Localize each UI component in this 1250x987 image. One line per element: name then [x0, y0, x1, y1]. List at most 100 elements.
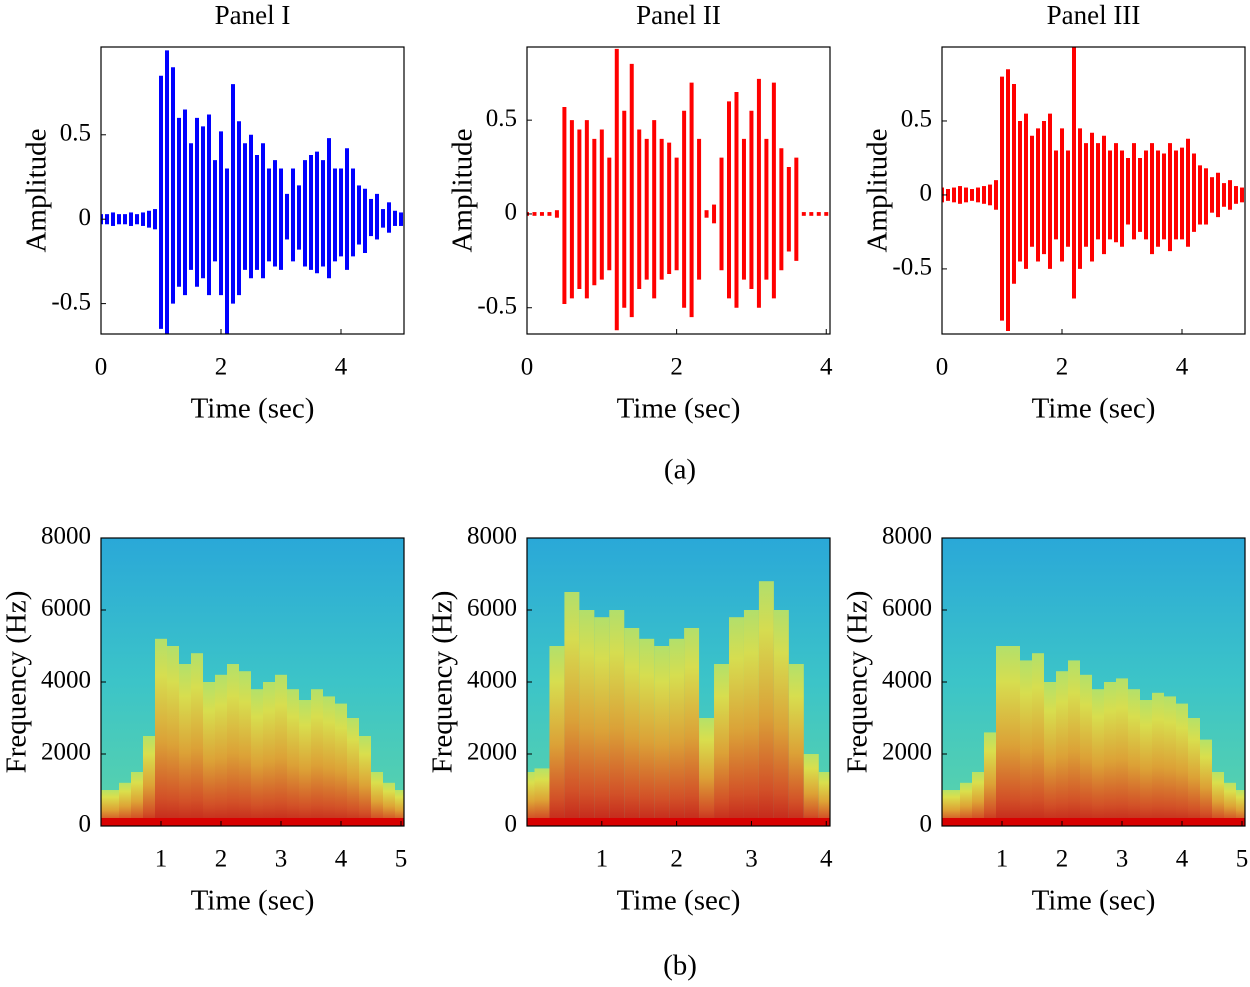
x-tick-label: 5: [395, 846, 408, 873]
y-tick-label: 8000: [882, 523, 932, 550]
spectrogram-column: [684, 628, 700, 826]
x-tick-label: 4: [1176, 354, 1189, 381]
y-tick-label: -0.5: [51, 288, 91, 315]
panel: 0 2 4 -0.5 0 0.5 Panel I Time (sec) Amplitude: [21, 0, 405, 425]
spectrogram-column: [818, 772, 830, 826]
spectrogram-column: [788, 664, 804, 826]
y-tick-label: 2000: [41, 739, 91, 766]
spectrogram-column: [287, 689, 299, 826]
caption: (b): [663, 950, 697, 982]
spectrogram-column: [803, 754, 819, 826]
spectrogram-column: [758, 581, 774, 826]
y-axis-label: Frequency (Hz): [842, 591, 874, 774]
spectrogram-column: [743, 610, 759, 826]
panel-title: Panel II: [636, 0, 721, 30]
y-tick-label: 2000: [882, 739, 932, 766]
spectrogram-column: [275, 674, 287, 826]
spectrogram-column: [1020, 660, 1032, 826]
x-tick-label: 1: [596, 846, 609, 873]
spectrogram-column: [942, 790, 948, 826]
spectrogram-column: [1152, 692, 1164, 826]
spectrogram-column: [549, 646, 565, 826]
spectrogram-column: [1128, 689, 1140, 826]
x-tick-label: 3: [745, 846, 758, 873]
spectrogram-column: [239, 671, 251, 826]
spectrogram-column: [1200, 739, 1212, 826]
spectrogram-column: [729, 617, 744, 826]
spectrogram-column: [323, 696, 335, 826]
spectrogram-column: [107, 790, 119, 826]
axes-frame: [941, 46, 1246, 335]
spectrogram-column: [395, 790, 404, 826]
y-tick-label: 6000: [467, 595, 517, 622]
y-tick-label: 6000: [882, 595, 932, 622]
caption: (a): [664, 454, 696, 486]
spectrogram-column: [1080, 674, 1092, 826]
spectrogram-column: [371, 772, 383, 826]
y-tick-label: 0.5: [486, 105, 517, 132]
spectrogram-column: [215, 674, 227, 826]
spectrogram-column: [167, 646, 179, 826]
x-tick-label: 4: [820, 354, 833, 381]
y-axis-label: Amplitude: [21, 128, 53, 252]
y-tick-label: 0.5: [901, 106, 932, 133]
y-tick-label: 0: [79, 204, 92, 231]
x-tick-label: 5: [1236, 846, 1249, 873]
spectrogram-column: [101, 790, 107, 826]
spectrogram-column: [191, 653, 203, 826]
plot-area: [101, 50, 403, 334]
y-axis-label: Frequency (Hz): [427, 591, 459, 774]
x-axis-label: Time (sec): [1032, 885, 1156, 917]
spectrogram-column: [609, 610, 625, 826]
spectrogram-column: [347, 718, 359, 826]
plot-area: [942, 47, 1244, 332]
spectrogram-column: [335, 703, 347, 826]
low-band: [101, 818, 404, 826]
spectrogram-column: [564, 592, 580, 826]
plot-area: [942, 538, 1245, 826]
spectrogram-column: [594, 617, 610, 826]
spectrogram-column: [1092, 689, 1104, 826]
spectrogram-column: [654, 646, 670, 826]
spectrogram-column: [1224, 782, 1236, 826]
spectrogram-column: [1116, 678, 1128, 826]
spectrogram-column: [1032, 653, 1044, 826]
y-tick-label: -0.5: [477, 292, 517, 319]
x-axis-label: Time (sec): [191, 885, 315, 917]
spectrogram-column: [143, 736, 155, 826]
x-tick-label: 2: [215, 846, 228, 873]
x-tick-label: 1: [155, 846, 168, 873]
x-tick-label: 2: [670, 846, 683, 873]
spectrogram-column: [1236, 790, 1245, 826]
spectrogram-column: [1056, 671, 1068, 826]
y-tick-label: 0.5: [60, 120, 91, 147]
x-axis-label: Time (sec): [617, 885, 741, 917]
y-tick-label: 0: [505, 199, 518, 226]
y-tick-label: -0.5: [892, 254, 932, 281]
spectrogram-column: [131, 772, 143, 826]
spectrogram-column: [1068, 660, 1080, 826]
y-tick-label: 0: [920, 180, 933, 207]
spectrogram-column: [527, 772, 535, 826]
y-axis-label: Amplitude: [862, 128, 894, 252]
x-axis-label: Time (sec): [617, 393, 741, 425]
y-tick-label: 0: [920, 811, 933, 838]
panel: 1 2 3 4 5 0 2000 4000 6000 8000 Time (sec) Frequenc…: [1, 523, 408, 917]
x-tick-label: 2: [1056, 846, 1069, 873]
spectrogram-column: [699, 718, 715, 826]
y-tick-label: 0: [79, 811, 92, 838]
spectrogram-column: [534, 768, 550, 826]
spectrogram-column: [1044, 682, 1056, 826]
x-tick-label: 0: [936, 354, 949, 381]
x-tick-label: 3: [1116, 846, 1129, 873]
axes-frame: [526, 46, 831, 335]
x-tick-label: 2: [1056, 354, 1069, 381]
x-tick-label: 3: [275, 846, 288, 873]
y-axis-label: Amplitude: [447, 128, 479, 252]
spectrogram-column: [359, 736, 371, 826]
spectrogram-column: [1176, 703, 1188, 826]
low-band: [942, 818, 1245, 826]
x-axis-label: Time (sec): [1032, 393, 1156, 425]
spectrogram-column: [1104, 682, 1116, 826]
